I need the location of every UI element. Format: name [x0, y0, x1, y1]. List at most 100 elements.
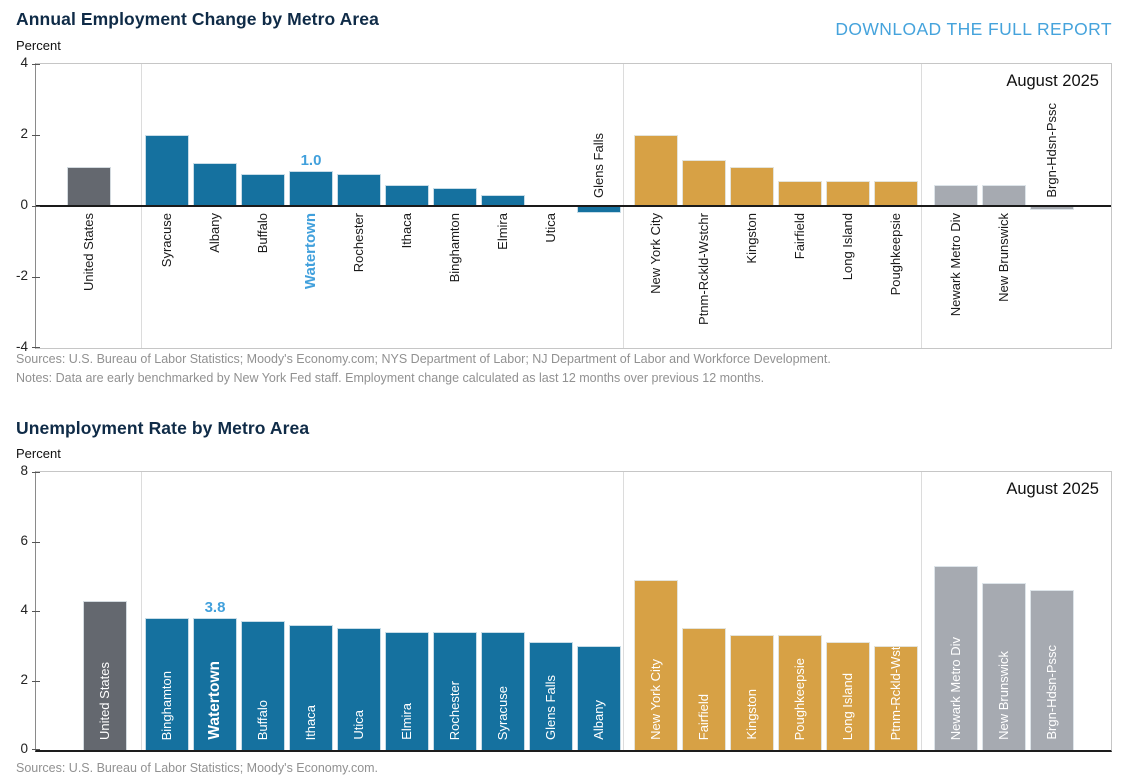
bar-new-brunswick: New Brunswick [982, 583, 1026, 750]
bar-label-text: Syracuse [159, 213, 174, 268]
y-tick-mark [32, 277, 40, 278]
bar-label-text: Ithaca [303, 704, 318, 740]
y-axis-unit-label: Percent [16, 446, 61, 461]
bar-slot-watertown: Watertown 3.8 [191, 472, 239, 750]
bar-label-ptnm-rckld-wstchr: Ptnm-Rckld-Wstchr [696, 213, 711, 328]
y-tick-label: 2 [20, 671, 28, 687]
bar-slot-albany: Albany [575, 472, 623, 750]
bar-ithaca: Ithaca [289, 624, 333, 750]
bar-binghamton [433, 188, 477, 206]
bar-label-watertown: Watertown [206, 661, 223, 743]
bar-label-text: Watertown [206, 661, 223, 740]
bar-label-united-states: United States [81, 213, 96, 294]
y-axis-unit-label: Percent [16, 38, 61, 53]
y-tick-mark [32, 135, 40, 136]
bar-label-ptnm-rckld-wstc: Ptnm-Rckld-Wstc [888, 645, 903, 743]
bar-slot-syracuse: Syracuse [479, 472, 527, 750]
bar-label-kingston: Kingston [744, 689, 759, 743]
bar-label-text: Albany [591, 700, 606, 740]
bar-ptnm-rckld-wstchr [682, 159, 726, 206]
download-report-link[interactable]: DOWNLOAD THE FULL REPORT [835, 19, 1112, 39]
sources-note: Sources: U.S. Bureau of Labor Statistics… [16, 352, 831, 366]
bar-label-text: Binghamton [447, 213, 462, 283]
bar-label-text: Long Island [840, 672, 855, 740]
section-united-states: United States [36, 472, 141, 750]
bar-syracuse [145, 135, 189, 206]
bar-elmira [481, 195, 525, 206]
y-tick-mark [32, 472, 40, 473]
y-axis: 8 6 4 2 0 [4, 463, 28, 756]
bar-label-new-brunswick: New Brunswick [996, 651, 1011, 743]
bar-rochester [337, 174, 381, 206]
y-axis: 4 2 0 -2 -4 [4, 55, 28, 354]
bar-slot-fairfield: Fairfield [776, 64, 824, 348]
bar-slot-new-brunswick: New Brunswick [980, 64, 1028, 348]
bar-label-text: Buffalo [255, 699, 270, 740]
bar-label-albany: Albany [207, 213, 222, 256]
bar-label-binghamton: Binghamton [159, 671, 174, 743]
bar-label-kingston: Kingston [744, 213, 759, 267]
bar-label-new-york-city: New York City [648, 659, 663, 743]
bar-kingston: Kingston [730, 635, 774, 750]
bar-label-utica: Utica [351, 710, 366, 743]
bar-slot-binghamton: Binghamton [143, 472, 191, 750]
y-tick-label: -2 [15, 268, 28, 283]
bar-label-buffalo: Buffalo [255, 699, 270, 743]
bar-slot-rochester: Rochester [431, 472, 479, 750]
bar-label-text: Rochester [447, 680, 462, 740]
bar-label-albany: Albany [591, 700, 606, 743]
bar-label-text: Kingston [744, 213, 759, 264]
bar-slot-united-states: United States [81, 472, 129, 750]
y-tick-mark [32, 206, 40, 207]
bar-united-states: United States [83, 600, 127, 750]
bar-slot-poughkeepsie: Poughkeepsie [776, 472, 824, 750]
bar-value-label: 1.0 [300, 151, 322, 169]
bar-label-elmira: Elmira [399, 703, 414, 743]
bar-albany: Albany [577, 645, 621, 750]
chart-title: Annual Employment Change by Metro Area [16, 9, 379, 29]
bar-label-text: Elmira [399, 703, 414, 740]
bar-slot-ithaca: Ithaca [383, 64, 431, 348]
chart-plot-area: August 2025 United States Syracuse Albany B… [32, 63, 1112, 349]
bar-label-united-states: United States [97, 662, 112, 743]
bar-buffalo: Buffalo [241, 621, 285, 750]
bar-slot-united-states: United States [65, 64, 113, 348]
bar-label-text: Fairfield [792, 213, 807, 260]
bar-label-text: Fairfield [696, 693, 711, 740]
bar-label-ithaca: Ithaca [399, 213, 414, 251]
bar-elmira: Elmira [385, 631, 429, 750]
bar-slot-binghamton: Binghamton [431, 64, 479, 348]
y-tick-label: 6 [20, 532, 28, 548]
bar-slot-brgn-hdsn-pssc: Brgn-Hdsn-Pssc [1028, 64, 1076, 348]
bar-ithaca [385, 184, 429, 206]
bar-label-text: Ptnm-Rckld-Wstc [888, 645, 903, 740]
bar-label-text: Rochester [351, 213, 366, 273]
bar-label-text: Watertown [302, 213, 319, 290]
bar-label-text: New York City [648, 659, 663, 740]
bar-label-glens-falls: Glens Falls [591, 133, 606, 201]
y-tick-label: -4 [15, 339, 28, 354]
y-tick-mark [32, 64, 40, 65]
bar-label-poughkeepsie: Poughkeepsie [888, 213, 903, 298]
sources-note: Sources: U.S. Bureau of Labor Statistics… [16, 761, 379, 775]
bar-label-binghamton: Binghamton [447, 213, 462, 285]
bar-label-text: Kingston [744, 689, 759, 740]
y-tick-label: 4 [20, 602, 28, 617]
bar-slot-fairfield: Fairfield [680, 472, 728, 750]
bar-glens-falls [577, 206, 621, 214]
y-tick-label: 0 [20, 197, 28, 212]
bar-label-text: Poughkeepsie [792, 657, 807, 740]
bar-slot-ptnm-rckld-wstchr: Ptnm-Rckld-Wstchr [680, 64, 728, 348]
bar-label-buffalo: Buffalo [255, 213, 270, 256]
bar-label-text: Newark Metro Div [948, 213, 963, 317]
y-tick-mark [32, 541, 40, 543]
bar-slot-newark-metro-div: Newark Metro Div [932, 64, 980, 348]
bar-rochester: Rochester [433, 631, 477, 750]
bar-label-text: Poughkeepsie [888, 213, 903, 296]
bar-label-new-york-city: New York City [648, 213, 663, 297]
bar-watertown [289, 170, 333, 206]
bar-label-text: Utica [543, 213, 558, 243]
bar-label-brgn-hdsn-pssc: Brgn-Hdsn-Pssc [1044, 645, 1059, 743]
bar-slot-ithaca: Ithaca [287, 472, 335, 750]
